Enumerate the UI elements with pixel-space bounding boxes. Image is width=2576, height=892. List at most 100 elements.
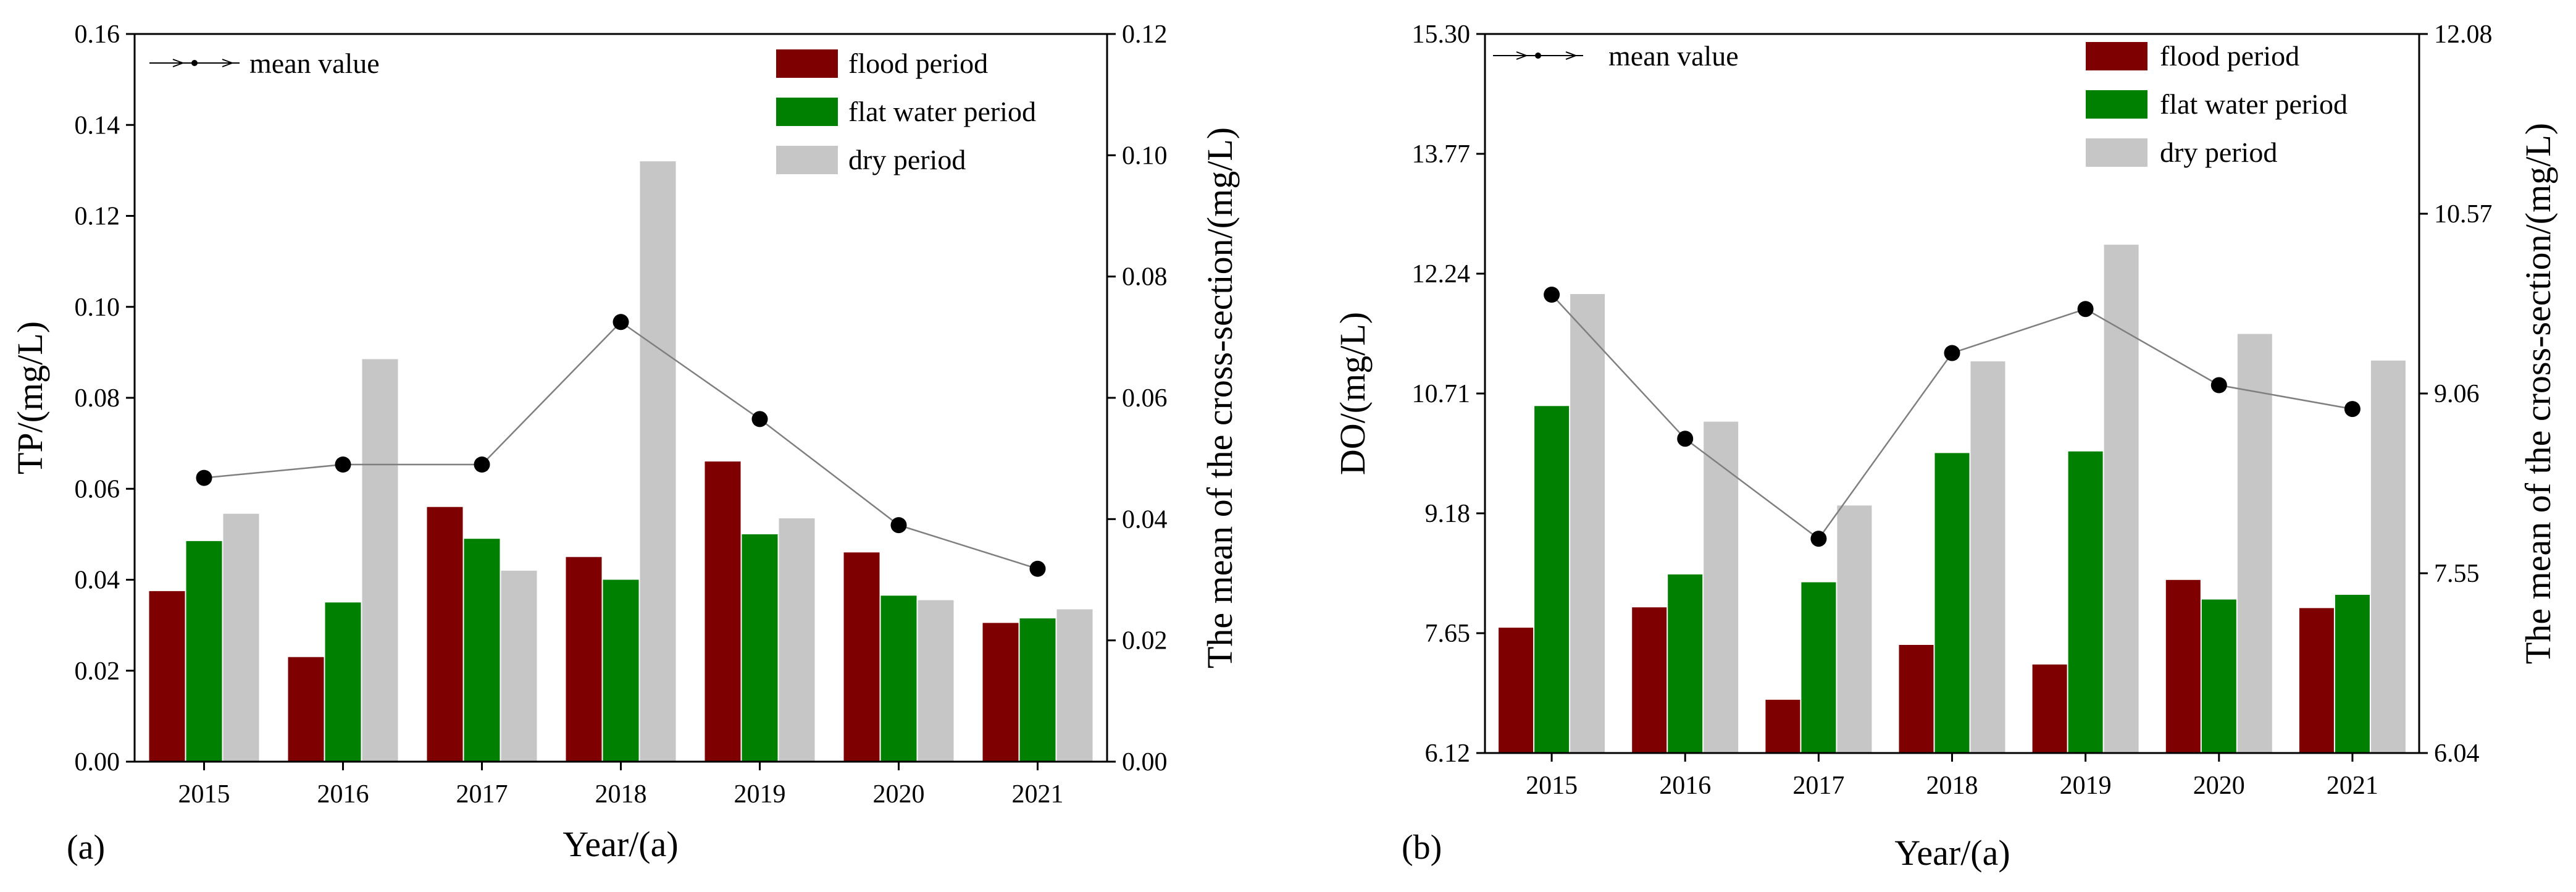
panel-a-ticks: 0.00 0.02 0.04 0.06 0.08 0.10 0.12 0.14 0.16 0.00… [75,20,1168,809]
panel-b-bar-dry-2017 [1837,505,1872,753]
panel-b-xtick-label-2020: 2020 [2193,772,2245,800]
panel-a-marks [149,161,1093,762]
panel-b-ticks: 6.12 7.65 9.18 10.71 12.24 13.77 15.30 6.04 7.55… [1412,20,2493,800]
panel-a-mean-point-2018 [613,314,629,330]
panel-a-bar-dry-2019 [779,518,815,762]
panel-b-ytick-label: 13.77 [1412,140,1471,169]
panel-b-bar-flood-2019 [2032,664,2067,753]
panel-b-xtick-label-2016: 2016 [1659,772,1711,800]
panel-b-bar-flood-2021 [2299,608,2334,753]
panel-a-xtick-label-2015: 2015 [178,780,230,809]
panel-a-legend-flat-label: flat water period [848,96,1036,127]
panel-a-ytick-label: 0.00 [75,748,120,776]
panel-a-mean-point-2016 [335,457,351,473]
panel-a-y2tick-label: 0.06 [1122,384,1168,413]
panel-b-xlabel: Year/(a) [1894,833,2010,873]
panel-a-bar-flood-2020 [843,552,880,762]
panel-b-xtick-label-2018: 2018 [1926,772,1978,800]
panel-b-y2label: The mean of the cross-section/(mg/L) [2518,123,2558,664]
panel-b-xtick-label-2019: 2019 [2060,772,2112,800]
panel-b-legend-dry-swatch [2086,138,2147,167]
panel-b-ytick-label: 6.12 [1425,739,1471,768]
panel-a-mean-point-2019 [751,411,768,427]
panel-a-xtick-label-2020: 2020 [873,780,925,809]
panel-b-ytick-label: 15.30 [1412,20,1471,49]
panel-a-legend-dry-swatch [776,146,838,174]
panel-b-bar-flat-2018 [1934,453,1970,753]
panel-b-y2tick-label: 9.06 [2434,380,2480,408]
panel-a-xtick-label-2018: 2018 [595,780,647,809]
panel-a-legend-mean-label: mean value [249,48,380,79]
panel-a-ytick-label: 0.06 [75,475,120,503]
panel-b-bar-flat-2017 [1801,582,1836,753]
panel-a-ytick-label: 0.12 [75,203,120,231]
panel-b-bar-flood-2018 [1899,645,1934,753]
panel-a-mean-point-2020 [890,517,907,534]
panel-b-y2tick-label: 12.08 [2434,20,2493,49]
panel-b-bar-flat-2015 [1534,406,1570,753]
panel-b-bar-flood-2015 [1499,628,1534,753]
panel-a-y2tick-label: 0.08 [1122,263,1168,292]
panel-b-mean-point-2016 [1677,431,1694,447]
panel-b-xtick-label-2015: 2015 [1526,772,1578,800]
panel-b-y2tick-label: 7.55 [2434,560,2480,588]
panel-a-bar-flood-2019 [705,461,741,762]
panel-a-ytick-label: 0.16 [75,20,120,49]
panel-a-bar-dry-2018 [640,161,676,762]
panel-b-bar-dry-2021 [2370,360,2406,753]
panel-a-y2tick-label: 0.02 [1122,627,1168,655]
panel-b-ytick-label: 7.65 [1425,620,1471,648]
panel-b-xtick-label-2021: 2021 [2327,772,2378,800]
panel-b-legend-mean-label: mean value [1608,40,1739,72]
panel-a-bar-dry-2020 [918,600,954,762]
panel-a-bar-dry-2015 [223,513,259,762]
panel-a-legend-dry: dry period [776,144,966,175]
panel-a-legend: mean value flood period flat water perio… [149,48,1036,175]
panel-a-y2tick-label: 0.04 [1122,505,1168,534]
panel-a-xtick-label-2021: 2021 [1012,780,1064,809]
panel-a-legend-flood-swatch [776,49,838,78]
panel-b-bar-flood-2017 [1765,699,1800,753]
panel-b-bar-flat-2020 [2201,599,2236,753]
panel-a-bar-dry-2016 [362,359,398,762]
panel-a-ytick-label: 0.14 [75,111,120,140]
panel-a-bar-flood-2015 [149,591,185,762]
panel-a-xtick-label-2017: 2017 [456,780,508,809]
panel-a-bar-flat-2017 [464,539,500,762]
panel-a-mean-point-2021 [1029,560,1046,577]
panel-b-legend-dry: dry period [2086,137,2277,168]
panel-a-legend-mean: mean value [149,48,380,79]
panel-a-ytick-label: 0.08 [75,384,120,413]
panel-b-mean-point-2017 [1810,531,1827,547]
panel-a-bar-flat-2021 [1019,618,1056,762]
panel-b-legend-flat: flat water period [2086,88,2348,120]
panel-b-legend-flood-label: flood period [2160,40,2299,72]
panel-a-y2tick-label: 0.12 [1122,20,1168,49]
panel-a-bar-flood-2016 [288,657,324,762]
panel-a-bar-flat-2016 [325,602,361,762]
panel-a-bar-flat-2015 [186,541,222,762]
panel-b-y2tick-label: 10.57 [2434,200,2493,229]
panel-a: 0.00 0.02 0.04 0.06 0.08 0.10 0.12 0.14 0.16 0.00… [10,20,1240,867]
panel-a-bar-flat-2018 [603,579,639,762]
panel-b: 6.12 7.65 9.18 10.71 12.24 13.77 15.30 6.04 7.55… [1332,20,2558,873]
panel-b-mean-point-2021 [2344,401,2361,418]
panel-b-ytick-label: 9.18 [1425,500,1471,528]
panel-a-ytick-label: 0.02 [75,657,120,686]
panel-b-legend-mean: mean value [1493,40,1739,72]
panel-a-ytick-label: 0.10 [75,293,120,322]
panel-b-mean-point-2018 [1944,345,1960,361]
panel-a-mean-point-2015 [196,469,212,486]
panel-b-xtick-label-2017: 2017 [1792,772,1844,800]
panel-a-ylabel: TP/(mg/L) [10,321,50,474]
panel-b-mean-point-2019 [2077,301,2094,318]
panel-b-bar-flat-2019 [2068,451,2103,753]
panel-a-legend-flat-swatch [776,98,838,126]
panel-b-y2tick-label: 6.04 [2434,739,2480,768]
panel-a-bar-flat-2020 [880,595,917,762]
panel-a-bar-flood-2017 [427,507,463,762]
panel-a-bar-dry-2017 [501,570,537,762]
panel-a-mean-point-2017 [474,457,490,473]
panel-a-bar-flood-2021 [982,623,1019,762]
